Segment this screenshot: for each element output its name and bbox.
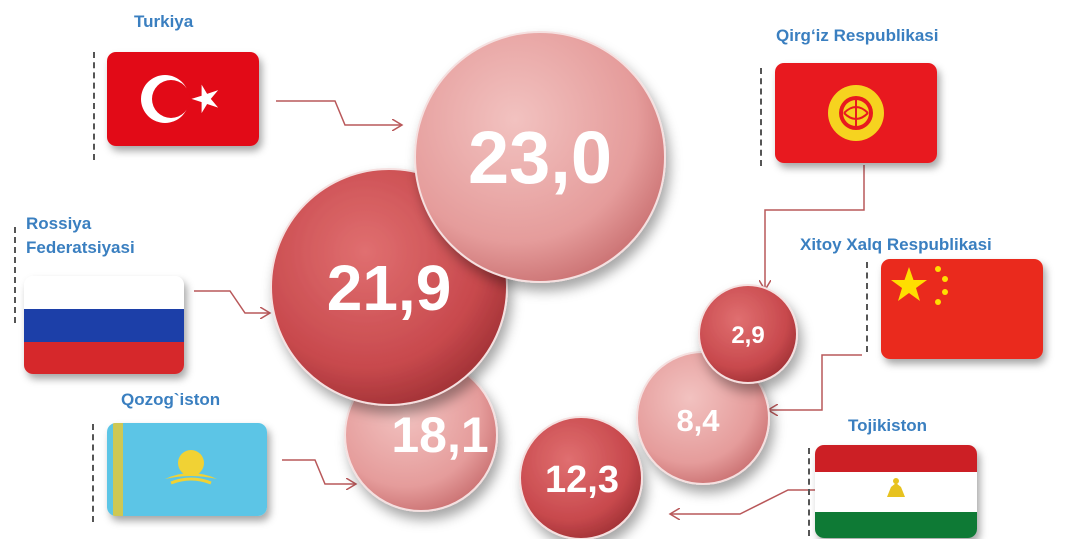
dash-tojikiston [808, 448, 810, 536]
value-qirgiz: 2,9 [731, 322, 764, 349]
dash-qozogiston [92, 424, 94, 522]
value-qozogiston: 18,1 [391, 407, 488, 463]
value-xitoy: 8,4 [676, 403, 720, 438]
dash-rossiya [14, 227, 16, 323]
dash-qirgiz [760, 68, 762, 166]
bubble-turkiya [414, 31, 666, 283]
arrow-rossiya [194, 290, 270, 313]
value-tojikiston: 12,3 [545, 459, 619, 501]
tajikistan-flag-icon [815, 445, 977, 538]
label-rossiya-line2: Federatsiyasi [26, 238, 135, 257]
value-turkiya: 23,0 [468, 116, 612, 199]
label-qirgiz: Qirg‘iz Respublikasi [776, 26, 939, 45]
turkey-flag-icon [107, 52, 259, 146]
kyrgyzstan-flag-icon [775, 63, 937, 163]
arrow-turkiya [276, 100, 402, 125]
arrow-xitoy [768, 354, 862, 410]
kazakhstan-flag-icon [107, 423, 267, 516]
label-rossiya-line1: Rossiya [26, 214, 92, 233]
russia-flag-icon [24, 276, 184, 374]
value-rossiya: 21,9 [327, 252, 452, 324]
label-qozogiston: Qozog`iston [121, 390, 221, 409]
arrow-qirgiz [765, 165, 865, 290]
dash-turkiya [93, 52, 95, 160]
label-turkiya: Turkiya [134, 12, 194, 31]
label-xitoy: Xitoy Xalq Respublikasi [800, 235, 992, 254]
bubble-tojikiston [519, 416, 643, 539]
china-flag-icon [881, 259, 1043, 359]
arrow-qozogiston [282, 459, 356, 484]
bubble-qirgiz [698, 284, 798, 384]
dash-xitoy [866, 262, 868, 352]
label-tojikiston: Tojikiston [848, 416, 928, 435]
